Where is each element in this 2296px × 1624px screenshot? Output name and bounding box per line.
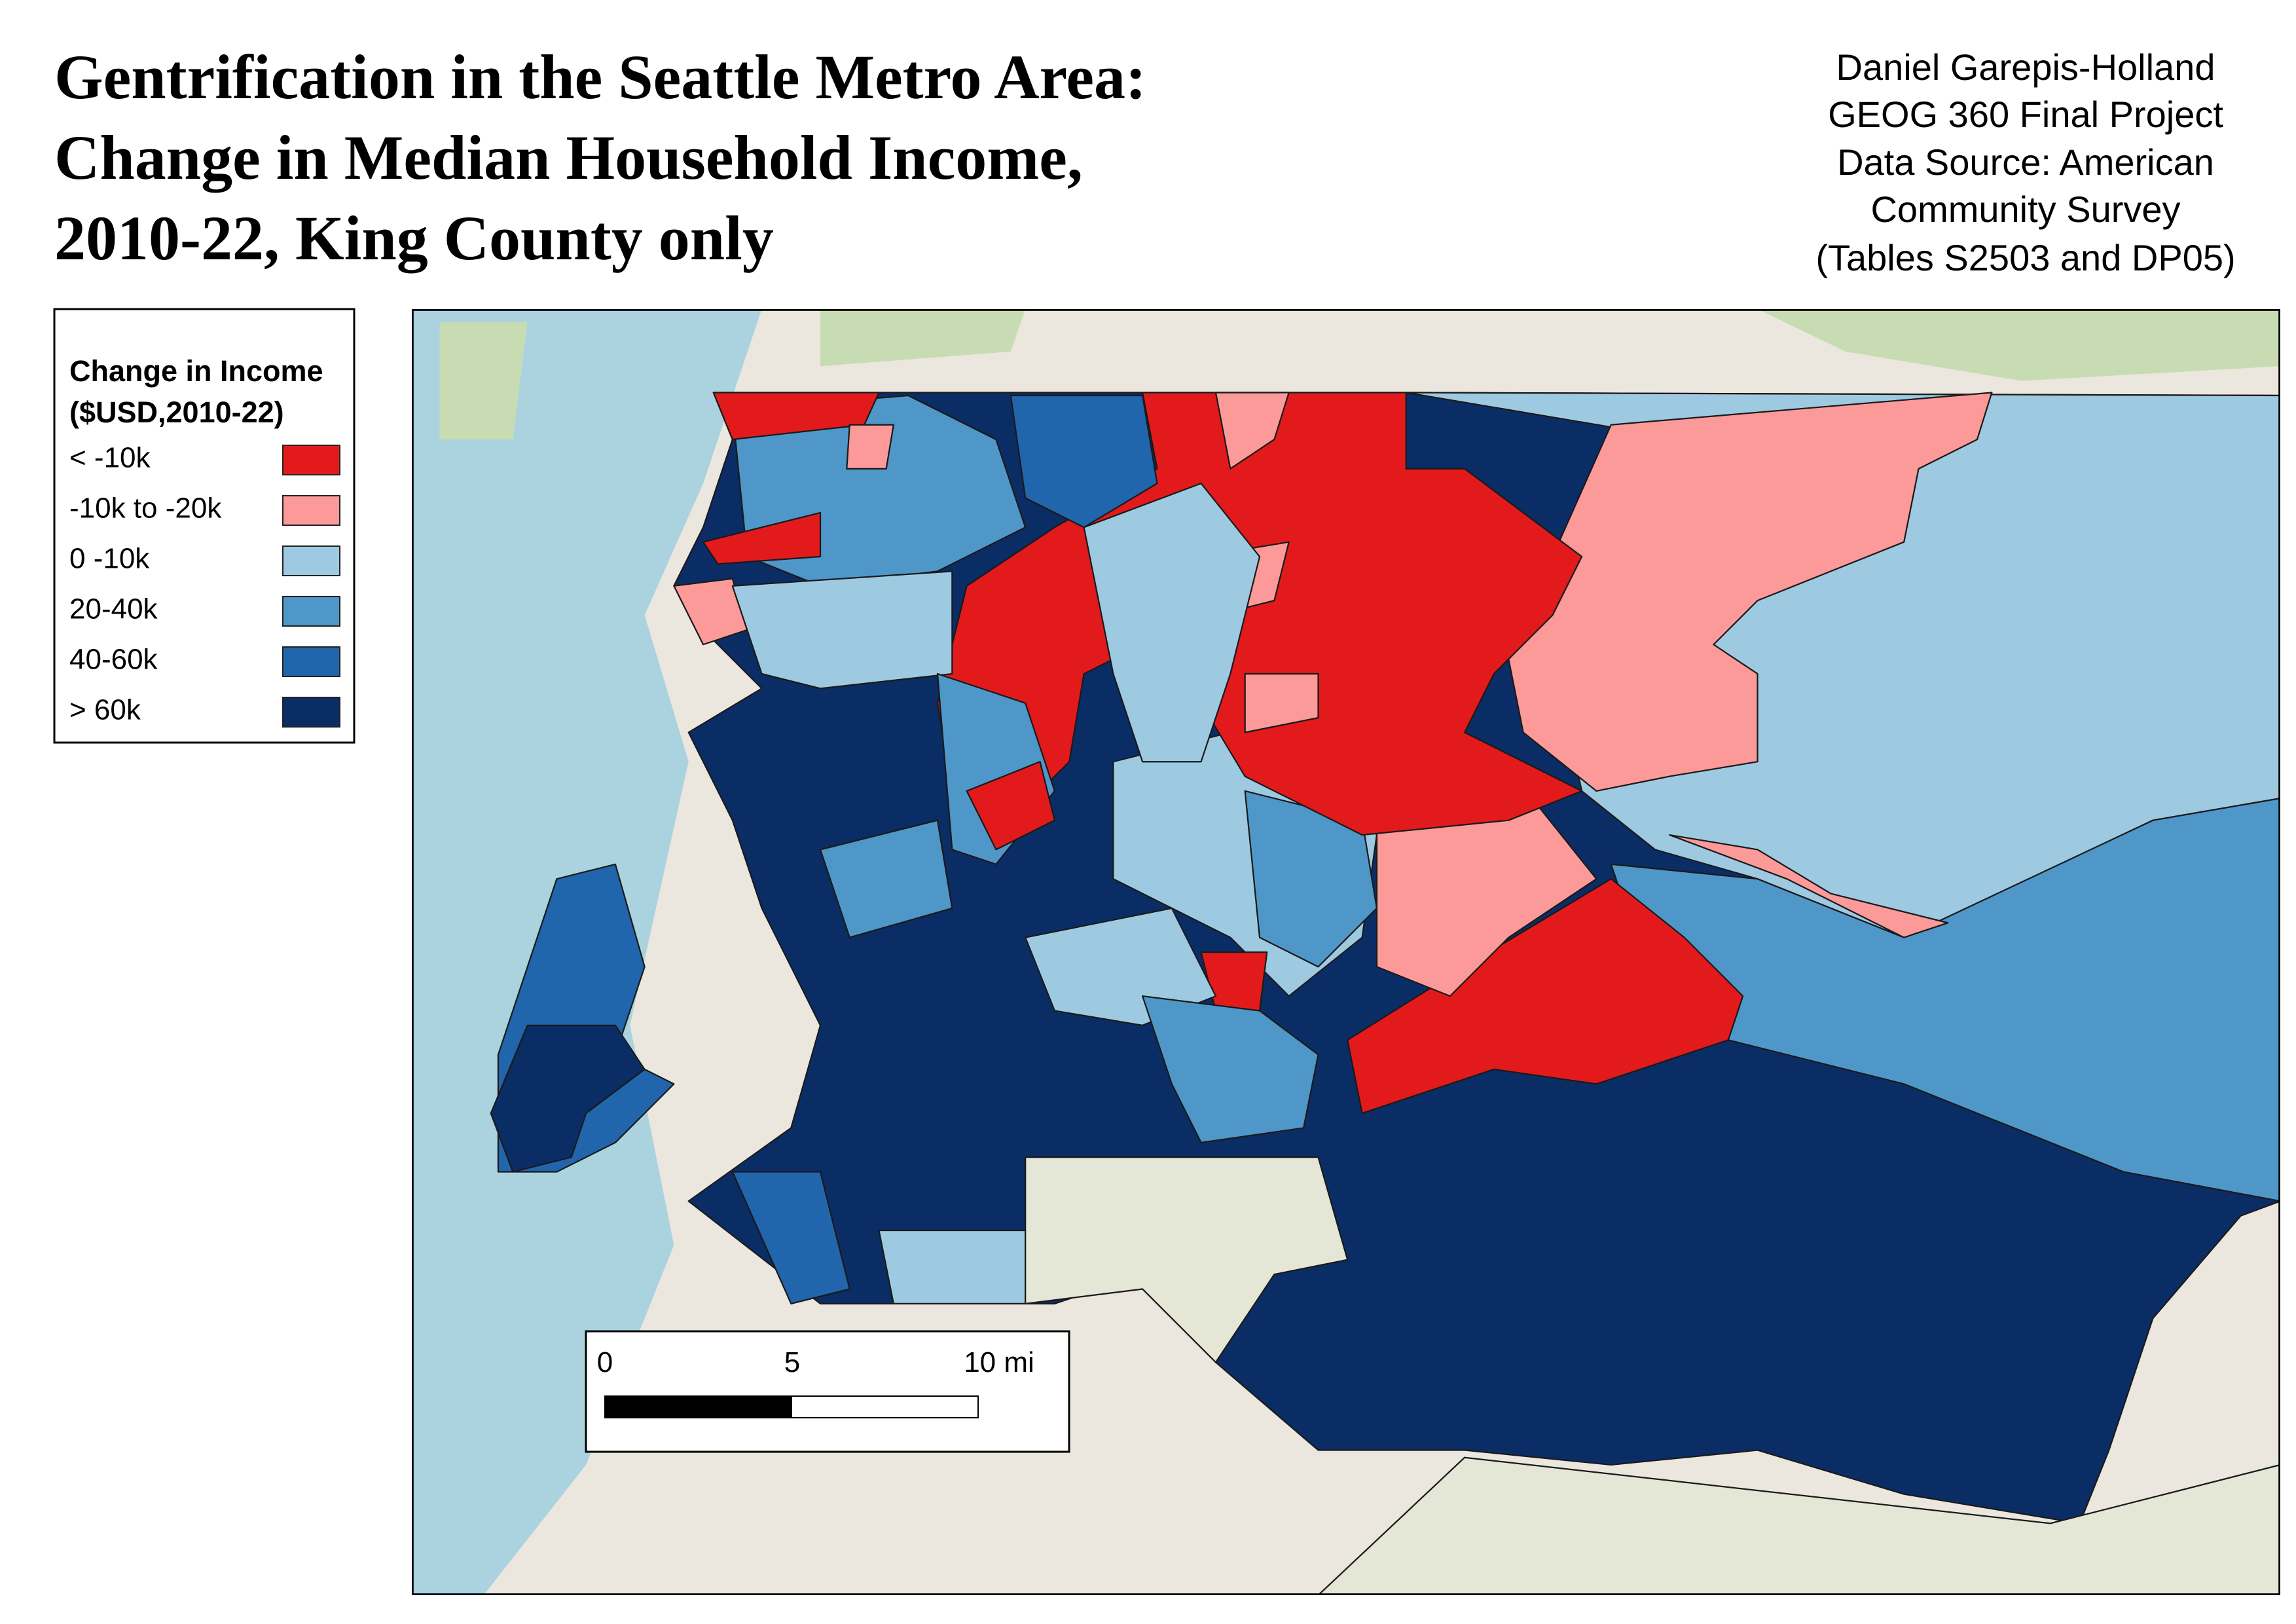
region [1083, 483, 1261, 763]
legend-label: 40-60k [69, 644, 158, 676]
region [731, 570, 953, 690]
legend-title: ($USD,2010-22) [69, 396, 284, 429]
legend-swatch [282, 445, 340, 475]
credit-line: Daniel Garepis-Holland [1836, 46, 2215, 88]
scale-segment [604, 1395, 792, 1418]
legend-swatch [282, 646, 340, 677]
credits: Daniel Garepis-Holland GEOG 360 Final Pr… [1815, 46, 2235, 278]
title-line: Change in Median Household Income, [54, 122, 1083, 193]
credit-line: GEOG 360 Final Project [1828, 94, 2223, 135]
legend-label: < -10k [69, 442, 151, 474]
legend-swatch [282, 545, 340, 576]
scale-label: 5 [784, 1346, 800, 1378]
region [1141, 995, 1319, 1143]
legend-label: -10k to -20k [69, 492, 222, 525]
credit-line: Data Source: American [1837, 141, 2214, 183]
scale-segment [791, 1395, 979, 1418]
region [731, 1171, 850, 1304]
credit-line: (Tables S2503 and DP05) [1815, 237, 2235, 278]
legend-swatch [282, 596, 340, 627]
map [412, 309, 2280, 1595]
legend-swatch [282, 495, 340, 526]
scale-box [585, 1330, 1070, 1453]
region [490, 1024, 646, 1173]
region [1010, 394, 1158, 528]
legend-label: 20-40k [69, 593, 158, 625]
legend-label: > 60k [69, 694, 141, 726]
region [1347, 878, 1744, 1115]
land-gap [1025, 1156, 2280, 1595]
credit-line: Community Survey [1870, 189, 2180, 230]
region [1669, 834, 1949, 938]
title-line: 2010-22, King County only [54, 203, 774, 273]
scale-bar: 0 5 10 mi [585, 1330, 1070, 1453]
scale-label: 0 [597, 1346, 613, 1378]
title-line: Gentrification in the Seattle Metro Area… [54, 42, 1146, 112]
legend-label: 0 -10k [69, 543, 150, 575]
legend-title: Change in Income [69, 354, 323, 388]
legend-swatch [282, 697, 340, 728]
scale-label: 10 mi [964, 1346, 1034, 1378]
legend: Change in Income ($USD,2010-22) < -10k -1… [53, 308, 355, 744]
region [1508, 392, 1993, 792]
park-area [439, 309, 2280, 440]
